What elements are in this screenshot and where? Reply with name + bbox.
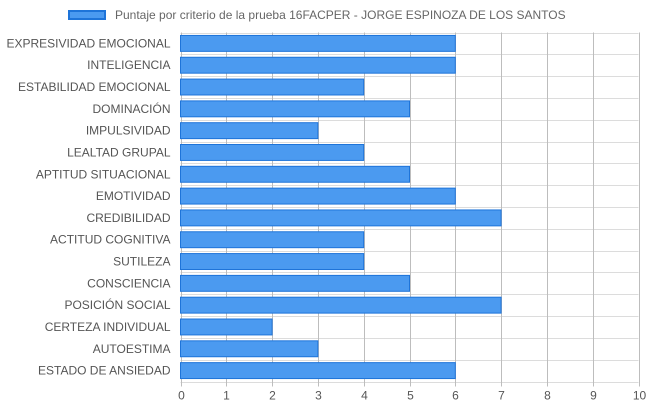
category-label: CONSCIENCIA xyxy=(87,276,170,290)
bar xyxy=(180,209,502,227)
legend-label: Puntaje por criterio de la prueba 16FACP… xyxy=(115,8,566,22)
category-label: LEALTAD GRUPAL xyxy=(67,145,171,159)
bar xyxy=(180,362,456,380)
category-label: ESTADO DE ANSIEDAD xyxy=(38,364,171,378)
bar xyxy=(180,56,456,74)
x-axis: 0 1 2 3 4 5 6 7 8 9 10 xyxy=(178,389,646,403)
bar xyxy=(180,296,502,314)
category-label: IMPULSIVIDAD xyxy=(86,124,171,138)
x-tick-label: 6 xyxy=(452,389,459,403)
bars xyxy=(180,34,502,380)
bar xyxy=(180,187,456,205)
category-label: EMOTIVIDAD xyxy=(96,189,171,203)
x-tick-label: 2 xyxy=(269,389,276,403)
x-tick-label: 0 xyxy=(178,389,185,403)
category-label: ESTABILIDAD EMOCIONAL xyxy=(18,80,171,94)
bar xyxy=(180,231,365,249)
chart-legend: Puntaje por criterio de la prueba 16FACP… xyxy=(0,0,648,30)
category-label: AUTOESTIMA xyxy=(93,342,171,356)
x-tick-label: 7 xyxy=(498,389,505,403)
x-tick-label: 3 xyxy=(315,389,322,403)
category-label: CERTEZA INDIVIDUAL xyxy=(45,320,171,334)
x-tick-label: 5 xyxy=(407,389,414,403)
bar xyxy=(180,100,410,118)
x-tick-label: 9 xyxy=(590,389,597,403)
bar xyxy=(180,253,365,270)
bar xyxy=(180,122,319,140)
bar xyxy=(180,340,319,358)
bar xyxy=(180,318,273,336)
bar xyxy=(180,144,365,161)
bar xyxy=(180,34,456,52)
category-label: EXPRESIVIDAD EMOCIONAL xyxy=(6,36,170,50)
category-label: DOMINACIÓN xyxy=(93,101,171,116)
category-label: CREDIBILIDAD xyxy=(86,211,170,225)
legend-item[interactable]: Puntaje por criterio de la prueba 16FACP… xyxy=(68,8,566,22)
bar xyxy=(180,274,410,292)
bar xyxy=(180,165,410,183)
x-tick-label: 1 xyxy=(223,389,230,403)
category-label: INTELIGENCIA xyxy=(87,58,170,72)
x-tick-label: 4 xyxy=(361,389,368,403)
category-label: ACTITUD COGNITIVA xyxy=(50,233,170,247)
category-label: APTITUD SITUACIONAL xyxy=(36,167,171,181)
x-tick-label: 8 xyxy=(544,389,551,403)
legend-swatch xyxy=(68,10,106,20)
bar xyxy=(180,78,365,96)
category-label: SUTILEZA xyxy=(113,255,170,269)
category-label: POSICIÓN SOCIAL xyxy=(64,297,170,312)
y-axis: EXPRESIVIDAD EMOCIONAL INTELIGENCIA ESTABI… xyxy=(6,36,170,377)
x-tick-label: 10 xyxy=(633,389,647,403)
